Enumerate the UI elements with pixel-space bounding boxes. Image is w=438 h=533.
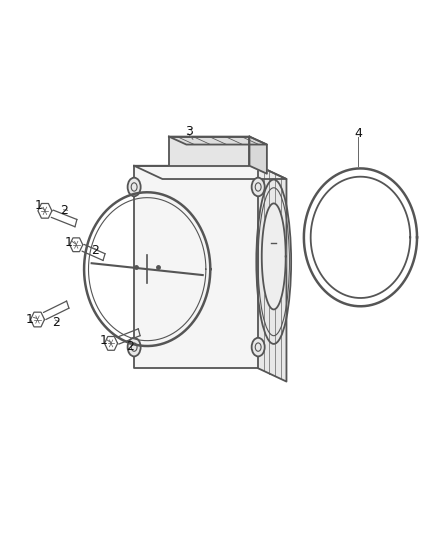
Polygon shape	[169, 136, 267, 144]
Polygon shape	[250, 136, 267, 174]
Text: 4: 4	[354, 127, 362, 140]
Ellipse shape	[252, 177, 265, 196]
Polygon shape	[105, 336, 117, 350]
Polygon shape	[169, 136, 250, 166]
Text: 3: 3	[184, 125, 192, 138]
Polygon shape	[134, 166, 258, 368]
Polygon shape	[31, 312, 45, 327]
Text: 1: 1	[100, 334, 108, 347]
Text: 2: 2	[60, 204, 68, 217]
Text: 1: 1	[65, 236, 73, 249]
Polygon shape	[38, 204, 52, 218]
Text: 2: 2	[91, 244, 99, 257]
Text: 1: 1	[35, 199, 42, 212]
Polygon shape	[70, 238, 83, 252]
Ellipse shape	[252, 338, 265, 357]
Ellipse shape	[127, 338, 141, 357]
Polygon shape	[258, 166, 286, 382]
Ellipse shape	[127, 177, 141, 196]
Text: 1: 1	[26, 313, 34, 326]
Polygon shape	[134, 166, 286, 179]
Polygon shape	[262, 204, 286, 310]
Text: 2: 2	[52, 316, 60, 329]
Text: 2: 2	[126, 340, 134, 352]
